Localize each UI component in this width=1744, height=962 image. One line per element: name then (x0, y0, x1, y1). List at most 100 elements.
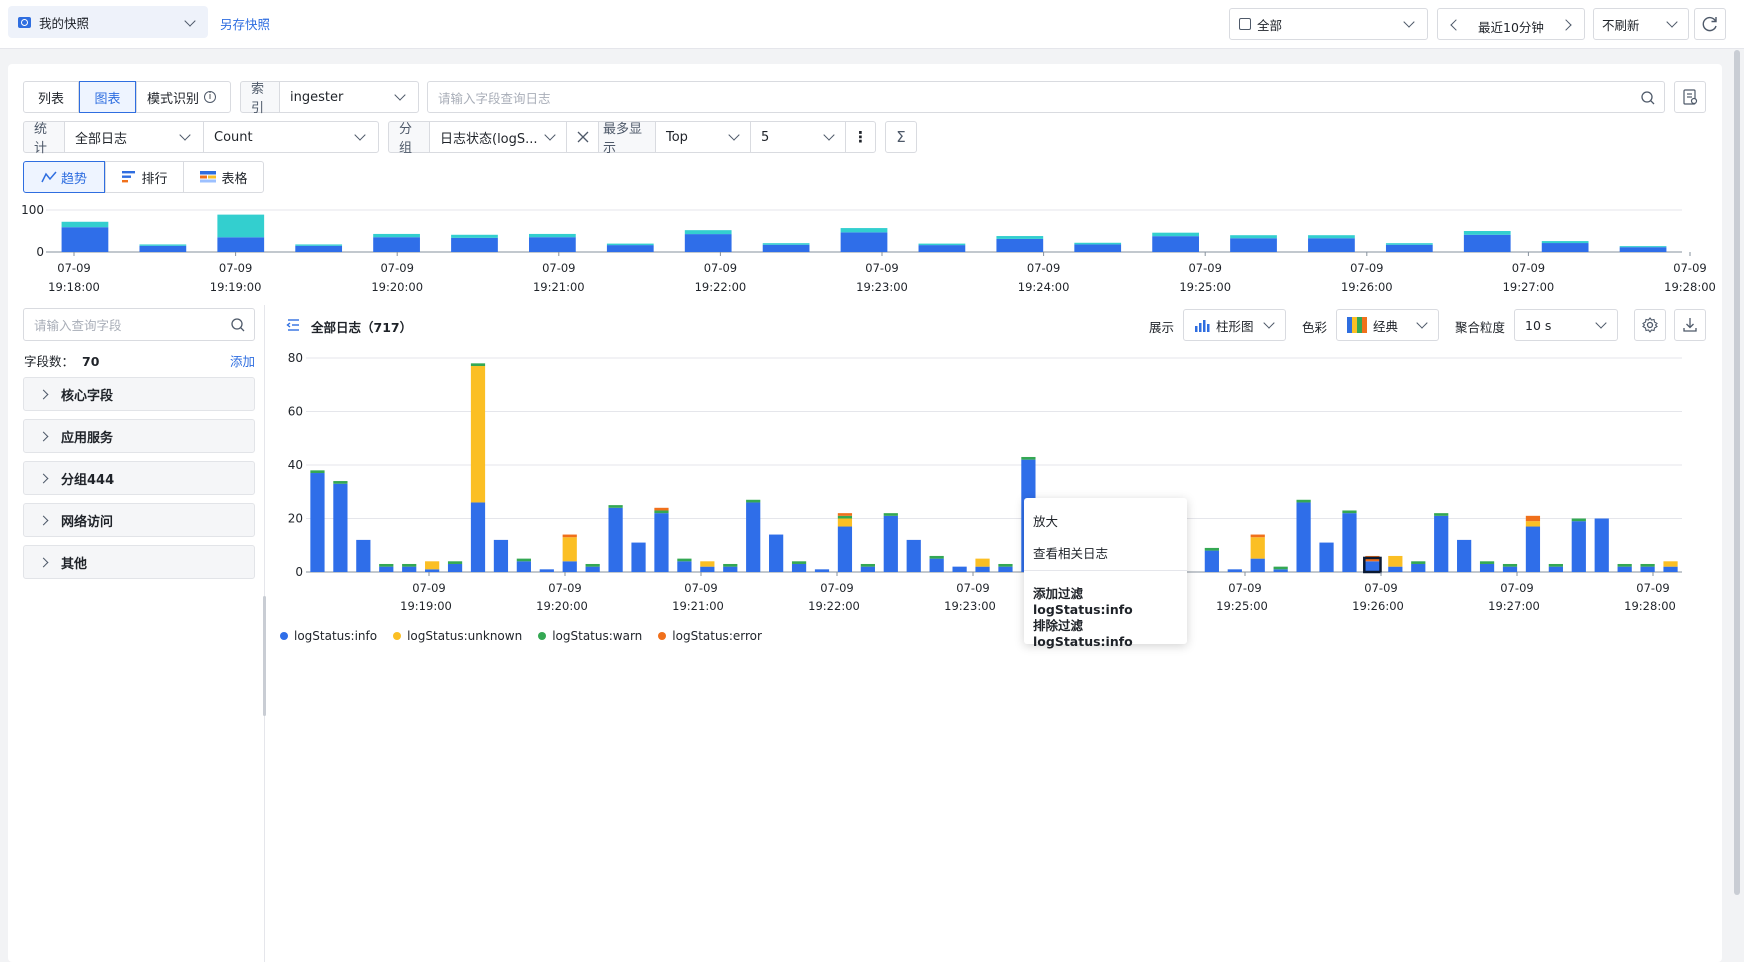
legend-item-unknown[interactable]: logStatus:unknown (393, 629, 522, 643)
x-tick-label: 07-09 (956, 581, 989, 595)
tab-list[interactable]: 列表 (23, 81, 79, 113)
scope-select[interactable]: 全部 (1229, 8, 1428, 40)
view-tab-trend[interactable]: 趋势 (23, 161, 105, 193)
index-select[interactable]: ingester (279, 81, 419, 113)
download-button[interactable] (1674, 309, 1706, 341)
field-group-label: 应用服务 (61, 430, 114, 446)
bar-segment (998, 563, 1013, 567)
sum-button[interactable]: Σ (885, 121, 917, 153)
bar-segment (562, 537, 577, 562)
save-snapshot-link[interactable]: 另存快照 (220, 17, 271, 32)
overview-bar (139, 245, 187, 252)
field-search-input[interactable]: 请输入查询字段 (23, 308, 255, 341)
bar-segment (1525, 526, 1541, 572)
bar-segment (677, 561, 692, 572)
bar-segment (1319, 542, 1334, 572)
bar-segment (470, 363, 486, 367)
x-tick-label: 07-09 (865, 261, 898, 275)
page-scrollbar[interactable] (1734, 50, 1740, 895)
bar-segment (1204, 547, 1219, 551)
max-mode-value: Top (666, 129, 688, 145)
menu-item-add-filter[interactable]: 添加过滤 logStatus:info (1033, 586, 1133, 617)
bar-segment (723, 566, 738, 572)
legend-item-info[interactable]: logStatus:info (280, 629, 377, 643)
menu-item-view-logs[interactable]: 查看相关日志 (1033, 546, 1109, 561)
bar-segment (1434, 515, 1449, 572)
bar-segment (1594, 518, 1609, 572)
group-select[interactable]: 日志状态(logS... (429, 121, 567, 153)
x-tick-label: 19:22:00 (808, 599, 860, 613)
time-range-picker[interactable]: 最近10分钟 (1437, 8, 1585, 40)
overview-bar-top (1619, 246, 1667, 248)
top-bar: 我的快照 另存快照 全部 最近10分钟 不刷新 (0, 0, 1744, 49)
more-options-button[interactable]: ⋮ (845, 121, 876, 153)
aggregation-select[interactable]: 10 s (1514, 309, 1618, 341)
query-settings-button[interactable] (1674, 81, 1706, 113)
snapshot-select[interactable]: 我的快照 (8, 6, 208, 38)
bar-segment (883, 515, 898, 572)
bar-segment (1571, 521, 1586, 572)
chart-settings-button[interactable] (1634, 309, 1666, 341)
legend-item-error[interactable]: logStatus:error (658, 629, 762, 643)
stats-metric-select[interactable]: Count (203, 121, 379, 153)
chart-legend: logStatus:info logStatus:unknown logStat… (280, 629, 778, 643)
tab-chart[interactable]: 图表 (79, 81, 136, 113)
max-mode-select[interactable]: Top (655, 121, 751, 153)
legend-item-warn[interactable]: logStatus:warn (538, 629, 642, 643)
legend-dot (658, 632, 667, 640)
stats-label: 统计 (23, 121, 65, 156)
overview-bar (295, 245, 343, 252)
overview-bar (606, 245, 654, 252)
bar-segment (1388, 555, 1403, 567)
field-group-label: 分组444 (61, 472, 115, 488)
refresh-button[interactable] (1694, 8, 1726, 40)
tab-pattern[interactable]: 模式识别 i (136, 81, 231, 113)
overview-chart[interactable]: 100 0 07-09 19:18:00 07-09 19:19:00 07-09 19:20… (0, 200, 1744, 300)
bar-segment (402, 563, 417, 567)
collapse-sidebar-icon[interactable] (285, 317, 301, 333)
field-group-core[interactable]: 核心字段 (23, 377, 255, 411)
menu-item-zoom[interactable]: 放大 (1033, 514, 1059, 529)
sidebar-resize-handle[interactable] (263, 596, 266, 716)
refresh-select[interactable]: 不刷新 (1593, 8, 1689, 40)
overview-bar (684, 234, 732, 252)
bar-segment (1617, 566, 1632, 572)
snapshot-label: 我的快照 (39, 15, 90, 31)
display-type-select[interactable]: 柱形图 (1183, 309, 1286, 341)
view-tab-table[interactable]: 表格 (183, 161, 264, 193)
view-tab-rank[interactable]: 排行 (105, 161, 184, 193)
menu-item-exclude-filter[interactable]: 排除过滤 logStatus:info (1033, 618, 1133, 649)
bar-segment (1021, 456, 1036, 460)
prev-range-icon[interactable] (1450, 19, 1462, 31)
search-input[interactable]: 请输入字段查询日志 (427, 81, 1665, 113)
field-group-other[interactable]: 其他 (23, 545, 255, 579)
x-tick-label: 07-09 (57, 261, 90, 275)
next-range-icon[interactable] (1560, 19, 1572, 31)
legend-dot (538, 632, 547, 640)
bar-segment (1204, 550, 1219, 572)
max-count-select[interactable]: 5 (750, 121, 846, 153)
search-icon[interactable] (1640, 90, 1656, 106)
bar-segment (860, 563, 875, 567)
search-icon[interactable] (230, 317, 246, 333)
field-group-network[interactable]: 网络访问 (23, 503, 255, 537)
bar-segment (814, 569, 830, 572)
stats-source-select[interactable]: 全部日志 (64, 121, 204, 153)
color-theme-select[interactable]: 经典 (1336, 309, 1439, 341)
clear-group-button[interactable] (566, 121, 599, 153)
max-show-label: 最多显示 (598, 121, 656, 156)
add-field-link[interactable]: 添加 (230, 354, 256, 369)
chevron-down-icon (184, 15, 196, 27)
overview-bar (762, 244, 810, 252)
field-count: 字段数： 70 (24, 351, 99, 370)
bar-segment (562, 534, 577, 538)
view-tab-rank-label: 排行 (141, 171, 168, 187)
overview-bar-top (1541, 241, 1589, 244)
camera-icon (18, 16, 31, 28)
bar-segment (1273, 569, 1288, 572)
field-group-444[interactable]: 分组444 (23, 461, 255, 495)
field-group-app-service[interactable]: 应用服务 (23, 419, 255, 453)
bar-segment (1663, 566, 1678, 572)
main-bar-chart[interactable]: 0 20 40 60 80 07-09 19:19:00 07-09 19:20:00 07-09… (0, 340, 1744, 625)
bar-segment (860, 566, 875, 572)
